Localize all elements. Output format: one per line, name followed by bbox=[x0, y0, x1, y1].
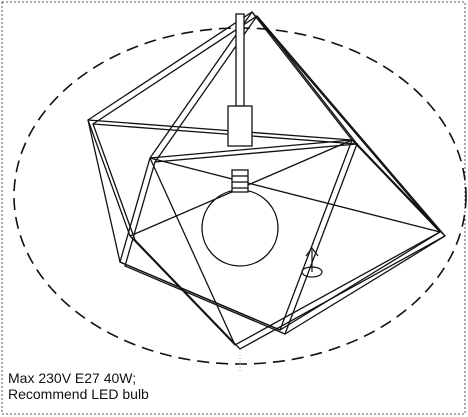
cube-lines bbox=[88, 12, 440, 345]
rod bbox=[236, 14, 244, 106]
frame bbox=[2, 2, 465, 414]
edge bbox=[257, 16, 357, 144]
bulb bbox=[202, 190, 278, 266]
note-text: Max 230V E27 40W; bbox=[8, 370, 136, 386]
edge bbox=[150, 158, 235, 345]
pendant bbox=[202, 14, 278, 266]
edge bbox=[280, 232, 440, 330]
bulb-cap bbox=[232, 170, 248, 192]
edge bbox=[88, 120, 120, 262]
edge bbox=[93, 124, 357, 144]
cube-frame bbox=[88, 12, 440, 345]
lamp-drawing bbox=[0, 0, 468, 417]
edge bbox=[120, 262, 280, 330]
socket bbox=[228, 106, 252, 146]
product-diagram: Max 230V E27 40W; Recommend LED bulb bbox=[0, 0, 468, 417]
edge bbox=[285, 236, 445, 334]
note-text: Recommend LED bulb bbox=[8, 386, 149, 402]
edge bbox=[150, 158, 440, 232]
edge bbox=[252, 12, 352, 140]
edge bbox=[88, 120, 352, 140]
edge bbox=[352, 140, 440, 232]
